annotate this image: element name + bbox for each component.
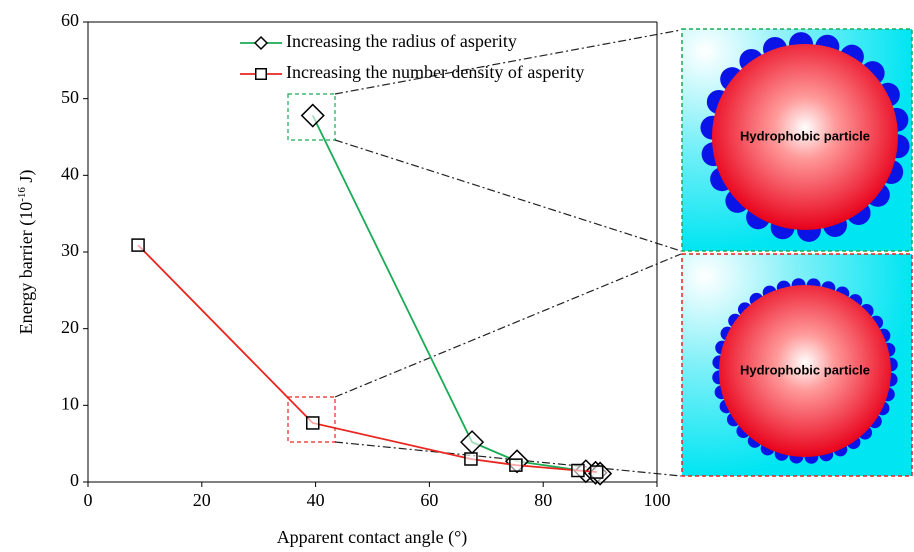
y-tick-label: 10	[61, 393, 79, 413]
y-axis-title-part: Energy barrier (10	[16, 202, 37, 335]
series-line	[313, 116, 600, 474]
zoom-line	[335, 140, 681, 251]
x-tick-label: 0	[84, 490, 93, 510]
x-tick-label: 100	[644, 490, 671, 510]
series-line	[138, 245, 597, 472]
diamond-marker	[302, 105, 324, 127]
x-tick-label: 60	[420, 490, 438, 510]
x-tick-label: 40	[307, 490, 325, 510]
square-marker	[510, 459, 522, 471]
y-tick-label: 20	[61, 317, 79, 337]
y-axis-title-sup: -16	[16, 187, 28, 202]
y-tick-label: 50	[61, 87, 79, 107]
y-tick-label: 30	[61, 240, 79, 260]
square-marker	[256, 69, 267, 80]
y-tick-label: 0	[70, 470, 79, 490]
legend-label: Increasing the radius of asperity	[286, 31, 517, 51]
zoom-line	[335, 254, 681, 397]
diamond-marker	[461, 431, 483, 453]
square-marker	[572, 465, 584, 477]
zoom-guides	[288, 30, 681, 476]
x-tick-label: 80	[534, 490, 552, 510]
square-marker	[307, 417, 319, 429]
square-marker	[591, 466, 603, 478]
y-axis-title-part: J)	[16, 170, 37, 188]
legend-label: Increasing the number density of asperit…	[286, 62, 584, 82]
x-axis-title: Apparent contact angle (°)	[277, 527, 468, 548]
chart: Hydrophobic particleHydrophobic particle…	[0, 0, 914, 552]
y-axis-title: Energy barrier (10-16 J)	[16, 170, 38, 335]
y-tick-label: 60	[61, 10, 79, 30]
inset-label: Hydrophobic particle	[740, 128, 870, 143]
square-marker	[132, 239, 144, 251]
inset-label: Hydrophobic particle	[740, 362, 870, 377]
y-tick-label: 40	[61, 163, 79, 183]
insets: Hydrophobic particle Hydrophobic particle	[682, 29, 912, 476]
x-tick-label: 20	[193, 490, 211, 510]
diamond-marker	[255, 37, 267, 49]
square-marker	[465, 453, 477, 465]
